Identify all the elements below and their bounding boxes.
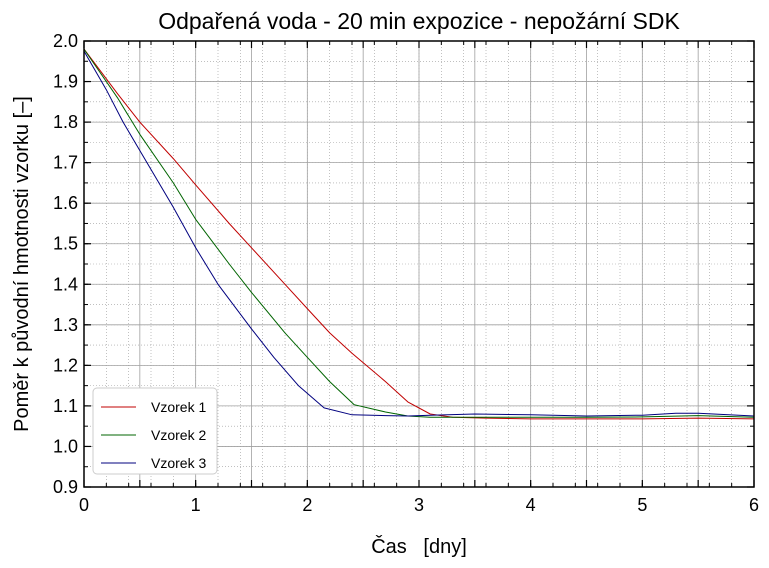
x-tick-label: 1 bbox=[191, 495, 201, 515]
x-tick-label: 4 bbox=[526, 495, 536, 515]
legend-label-2: Vzorek 2 bbox=[151, 427, 206, 443]
y-tick-label: 1.1 bbox=[53, 396, 78, 416]
y-tick-label: 1.2 bbox=[53, 355, 78, 375]
y-tick-label: 1.9 bbox=[53, 72, 78, 92]
legend: Vzorek 1 Vzorek 2 Vzorek 3 bbox=[92, 387, 218, 475]
legend-label-3: Vzorek 3 bbox=[151, 455, 206, 471]
y-tick-label: 1.8 bbox=[53, 112, 78, 132]
legend-box bbox=[92, 387, 218, 475]
x-tick-label: 0 bbox=[79, 495, 89, 515]
y-tick-label: 1.0 bbox=[53, 436, 78, 456]
series-lines bbox=[83, 48, 755, 420]
series-line-2 bbox=[83, 48, 755, 418]
x-tick-label: 3 bbox=[414, 495, 424, 515]
y-tick-label: 1.6 bbox=[53, 193, 78, 213]
y-tick-label: 1.4 bbox=[53, 274, 78, 294]
x-tick-labels: 0 1 2 3 4 5 6 bbox=[79, 495, 759, 515]
ticks bbox=[83, 40, 755, 488]
y-tick-label: 0.9 bbox=[53, 477, 78, 497]
y-tick-labels: 0.9 1.0 1.1 1.2 1.3 1.4 1.5 1.6 1.7 1.8 1.9 2.0 bbox=[53, 31, 78, 497]
series-line-1 bbox=[83, 48, 755, 420]
x-tick-label: 5 bbox=[637, 495, 647, 515]
y-axis-label: Poměr k původní hmotnosti vzorku [–] bbox=[11, 96, 33, 432]
series-line-3 bbox=[83, 50, 755, 417]
y-tick-label: 1.5 bbox=[53, 234, 78, 254]
y-tick-label: 1.3 bbox=[53, 315, 78, 335]
chart-title: Odpařená voda - 20 min expozice - nepožá… bbox=[158, 8, 680, 34]
x-axis-label: Čas [dny] bbox=[371, 535, 467, 558]
y-tick-label: 1.7 bbox=[53, 153, 78, 173]
y-tick-label: 2.0 bbox=[53, 31, 78, 51]
legend-label-1: Vzorek 1 bbox=[151, 399, 206, 415]
x-tick-label: 2 bbox=[302, 495, 312, 515]
x-tick-label: 6 bbox=[749, 495, 759, 515]
